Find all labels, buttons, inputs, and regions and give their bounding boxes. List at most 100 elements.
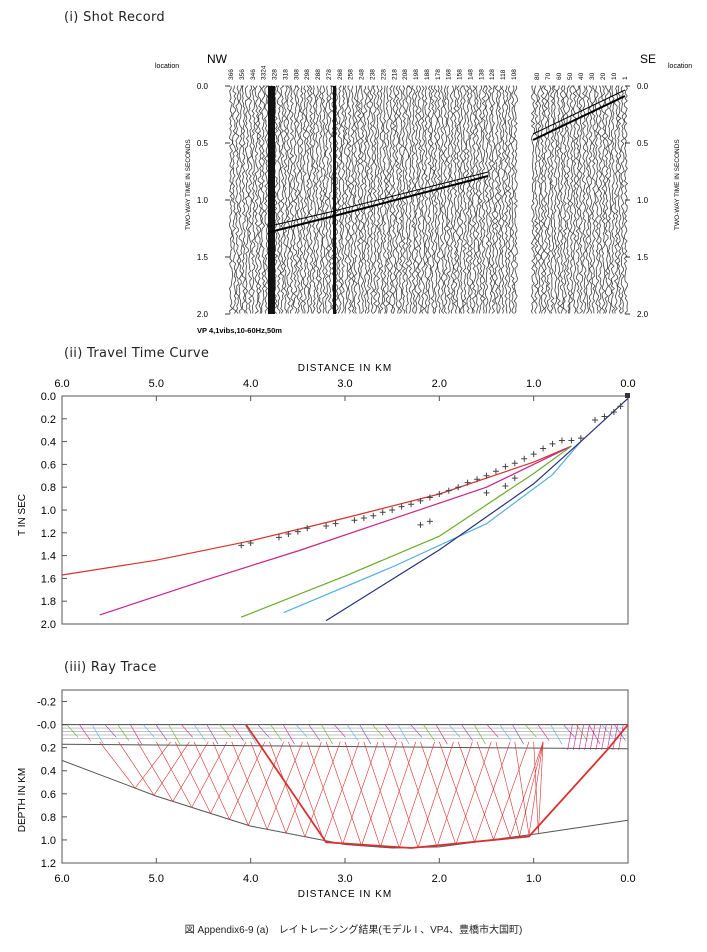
- seismic-trace: [446, 85, 451, 314]
- pick-point: [379, 509, 386, 516]
- location-tick: 188: [424, 69, 431, 80]
- shallow-ray: [206, 724, 219, 745]
- seismic-trace: [443, 85, 448, 314]
- location-tick: 318: [282, 69, 289, 80]
- refracted-ray: [231, 741, 303, 831]
- location-tick: 346: [250, 69, 257, 80]
- pick-point: [238, 542, 245, 549]
- raytrace-ylabel: DEPTH IN KM: [17, 768, 28, 832]
- shot-ytick-left: 1.5: [197, 253, 209, 262]
- seismic-trace: [504, 85, 509, 314]
- mid-boundary: [61, 743, 629, 750]
- refracted-ray: [344, 741, 417, 849]
- pick-point: [568, 437, 575, 444]
- seismic-trace: [494, 85, 499, 314]
- seismic-trace: [254, 85, 259, 314]
- seismic-trace: [510, 85, 515, 314]
- pick-point: [483, 489, 490, 496]
- location-tick: 328: [272, 69, 279, 80]
- seismic-trace: [585, 85, 590, 314]
- chart-ylabel: T IN SEC: [17, 494, 28, 536]
- seismic-trace: [356, 85, 362, 314]
- raytrace-xtick: 5.0: [149, 873, 164, 885]
- location-tick: 138: [478, 69, 485, 80]
- location-tick: 278: [326, 69, 333, 80]
- location-tick: 20: [600, 72, 607, 80]
- seismic-trace: [478, 85, 483, 314]
- seismic-trace: [337, 85, 342, 314]
- shallow-ray: [410, 724, 423, 738]
- shallow-ray: [435, 724, 448, 745]
- seismic-trace: [423, 85, 429, 314]
- seismic-trace: [572, 85, 577, 314]
- seismic-trace: [324, 85, 330, 314]
- shallow-ray: [359, 724, 372, 745]
- seismic-trace: [591, 85, 596, 314]
- seismic-trace: [546, 85, 552, 314]
- seismic-trace: [553, 85, 558, 314]
- location-tick: 228: [380, 69, 387, 80]
- near-source-ray: [572, 724, 579, 751]
- chart-ytick: 0.0: [41, 391, 56, 403]
- seismic-trace: [475, 85, 480, 314]
- seismic-trace: [276, 85, 282, 314]
- shot-ytick-left: 0.5: [197, 139, 209, 148]
- chart-ytick: 1.2: [41, 528, 56, 540]
- seismic-trace: [575, 85, 581, 314]
- seismic-trace: [543, 85, 549, 314]
- location-tick: 248: [359, 69, 366, 80]
- seismic-trace: [468, 85, 474, 314]
- shallow-ray: [423, 724, 435, 741]
- dead-trace-band: [268, 86, 275, 314]
- seismic-trace: [537, 85, 542, 314]
- seismic-trace: [350, 85, 355, 314]
- seismic-trace: [244, 85, 250, 314]
- ray-envelope: [245, 724, 629, 849]
- pick-point: [351, 517, 358, 524]
- seismic-trace: [302, 85, 307, 314]
- location-tick: 308: [293, 69, 300, 80]
- seismic-trace: [436, 85, 442, 314]
- raytrace-ytick: -0.0: [37, 720, 56, 732]
- seismic-trace: [279, 85, 285, 314]
- pick-point: [502, 463, 509, 470]
- seismic-trace: [299, 85, 304, 314]
- seismic-trace: [491, 85, 496, 314]
- chart-ytick: 1.0: [41, 505, 56, 517]
- shallow-ray: [270, 724, 283, 741]
- near-source-ray: [589, 724, 596, 751]
- location-tick: 158: [457, 69, 464, 80]
- shallow-ray: [91, 724, 104, 745]
- seismic-trace: [401, 85, 407, 314]
- seismic-trace: [433, 85, 439, 314]
- travel-time-line-magenta: [99, 445, 572, 616]
- seismic-trace: [232, 85, 237, 314]
- pick-point: [417, 497, 424, 504]
- shallow-ray: [155, 724, 168, 741]
- location-tick: 1: [622, 76, 629, 80]
- pick-point: [436, 491, 443, 498]
- seismic-trace: [375, 85, 381, 314]
- seismic-trace: [238, 85, 243, 314]
- chart-ytick: 0.2: [41, 414, 56, 426]
- shallow-ray: [117, 724, 130, 741]
- nw-label: NW: [207, 52, 228, 66]
- seismic-trace: [360, 85, 365, 314]
- raytrace-ytick: 0.2: [41, 743, 56, 755]
- location-tick: 30: [589, 72, 596, 80]
- seismic-trace: [449, 85, 454, 314]
- ray-trace-chart: DISTANCE IN KM DEPTH IN KM 6.0 5.0 4.0 3.0 2…: [17, 689, 636, 900]
- figure-caption: 図 Appendix6-9 (a) レイトレーシング結果(モデル I 、VP4、…: [184, 925, 523, 936]
- seismic-trace: [411, 85, 416, 314]
- seismic-trace: [597, 85, 603, 314]
- location-tick: 40: [578, 72, 585, 80]
- first-arrival-line: [269, 171, 489, 227]
- panel3-title: (iii) Ray Trace: [64, 660, 157, 675]
- shallow-ray: [537, 724, 550, 741]
- shot-ytick-right: 1.5: [637, 253, 649, 262]
- chart-xlabel: DISTANCE IN KM: [298, 363, 392, 374]
- seismic-trace: [607, 85, 612, 314]
- raytrace-ytick: 1.2: [41, 858, 56, 870]
- pick-point: [455, 484, 462, 491]
- seismic-trace: [318, 85, 323, 314]
